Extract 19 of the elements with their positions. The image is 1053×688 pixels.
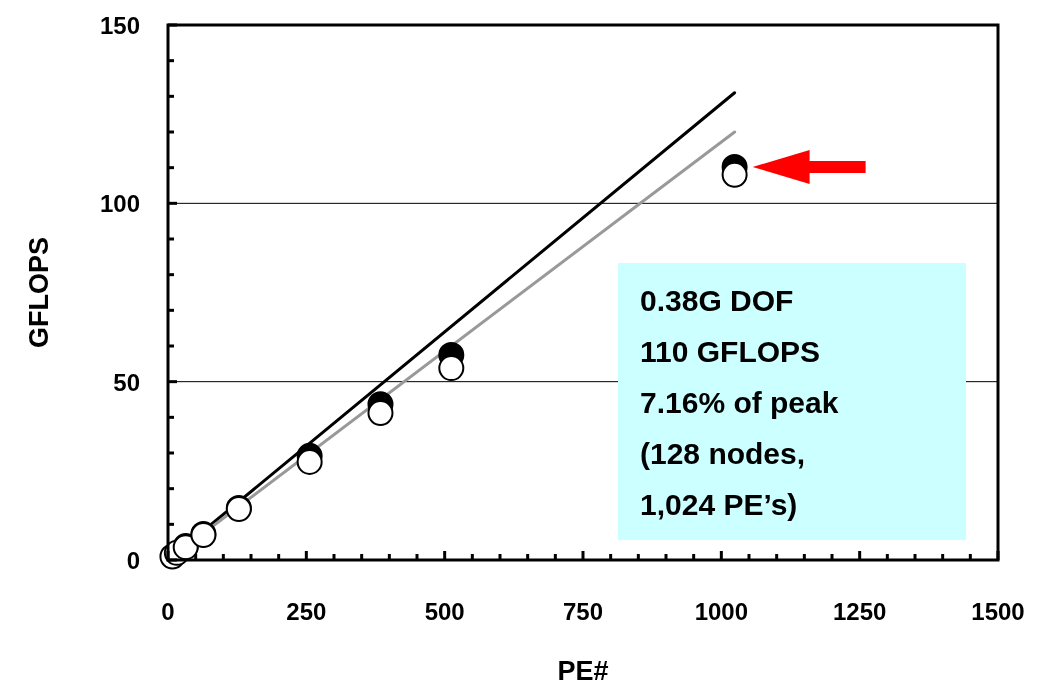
point [438, 355, 465, 382]
x-tick-label: 500 [424, 598, 465, 625]
x-tick-label: 0 [161, 598, 175, 625]
y-axis-title: GFLOPS [24, 236, 54, 349]
point [367, 400, 394, 427]
y-tick-label: 150 [99, 12, 140, 39]
y-tick-label: 50 [113, 368, 140, 396]
x-tick-label: 750 [562, 598, 604, 625]
y-tick-label: 0 [126, 547, 140, 574]
x-axis-title: PE# [557, 656, 609, 686]
point [721, 161, 748, 188]
x-tick-label: 250 [286, 598, 327, 625]
x-tick-label: 1500 [971, 598, 1025, 625]
annotation: 0.38G DOF 110 GFLOPS 7.16% of peak (128 nodes, 1,024 PE’s) [640, 284, 839, 521]
y-tick-label: 100 [99, 190, 140, 218]
point [296, 448, 323, 475]
x-tick-label: 1000 [694, 598, 749, 625]
x-tick-label: 1250 [832, 598, 887, 625]
note-box: 0.38G DOF 110 GFLOPS 7.16% of peak (128 nodes, 1,024 PE’s) [618, 263, 966, 540]
